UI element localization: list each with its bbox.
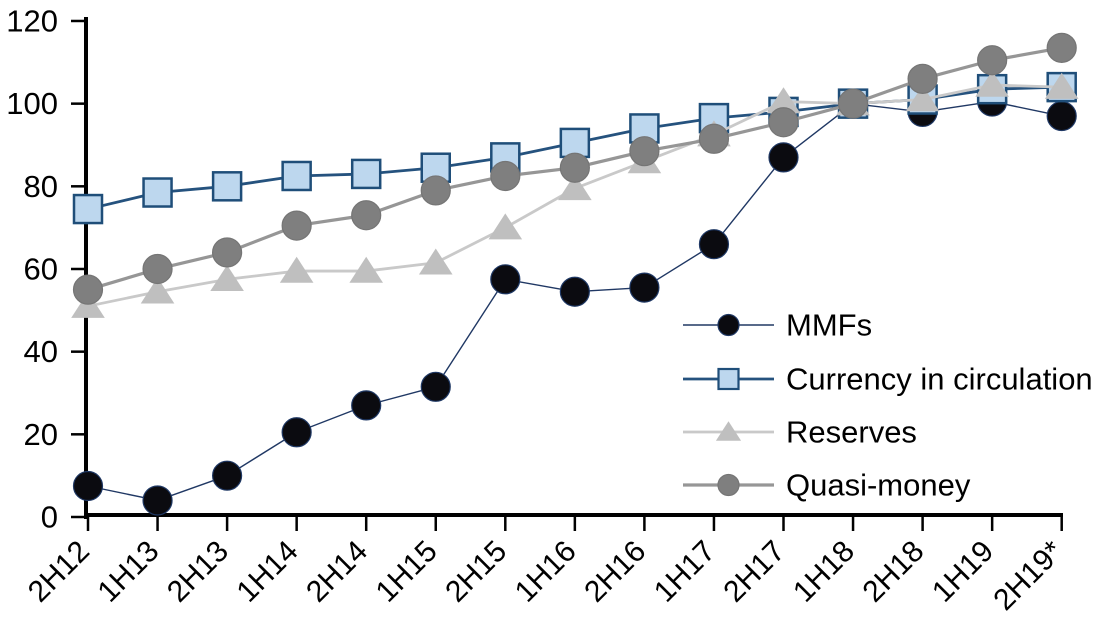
legend-marker-reserves xyxy=(715,421,742,441)
series-marker-mmfs xyxy=(72,470,104,502)
series-marker-reserves xyxy=(488,213,523,240)
series-marker-currency-in-circulation xyxy=(350,158,382,190)
legend-marker-quasi-money xyxy=(717,473,740,497)
legend-label-reserves: Reserves xyxy=(786,415,917,450)
series-marker-reserves xyxy=(140,277,175,304)
series-marker-mmfs xyxy=(698,229,730,260)
y-tick-label: 100 xyxy=(6,86,58,121)
series-marker-reserves xyxy=(71,291,105,318)
y-tick-label: 60 xyxy=(24,251,58,286)
series-marker-currency-in-circulation xyxy=(142,177,173,208)
series-marker-currency-in-circulation xyxy=(211,171,243,202)
series-marker-quasi-money xyxy=(559,152,590,183)
x-tick-label: 1H18 xyxy=(787,535,861,609)
legend-item-quasi-money: Quasi-money xyxy=(683,468,971,503)
x-tick-label: 2H12 xyxy=(22,535,96,609)
x-tick-label: 2H15 xyxy=(439,535,513,609)
series-marker-reserves xyxy=(279,256,314,283)
x-tick-label: 1H16 xyxy=(509,535,583,609)
legend-label-mmfs: MMFs xyxy=(786,308,872,343)
x-tick-label: 2H16 xyxy=(578,535,652,609)
series-marker-currency-in-circulation xyxy=(281,160,312,192)
x-tick-label: 1H19 xyxy=(926,535,1000,609)
series-marker-mmfs xyxy=(142,485,173,516)
series-marker-quasi-money xyxy=(351,200,382,231)
series-marker-quasi-money xyxy=(72,274,104,305)
x-tick-label: 2H14 xyxy=(300,535,374,609)
series-marker-quasi-money xyxy=(698,123,730,154)
series-marker-reserves xyxy=(766,87,801,114)
series-marker-quasi-money xyxy=(490,160,521,192)
legend-label-currency-in-circulation: Currency in circulation xyxy=(786,362,1093,397)
x-tick-label: 2H19* xyxy=(987,534,1070,617)
series-marker-mmfs xyxy=(559,276,590,307)
legend-item-currency-in-circulation: Currency in circulation xyxy=(683,362,1093,397)
x-tick-label: 1H13 xyxy=(91,535,165,609)
series-marker-quasi-money xyxy=(212,237,243,268)
legend-marker-currency-in-circulation xyxy=(717,367,740,391)
x-tick-label: 1H14 xyxy=(231,535,305,609)
y-tick-label: 120 xyxy=(6,3,58,38)
series-marker-quasi-money xyxy=(907,63,938,94)
y-tick-label: 80 xyxy=(24,169,58,204)
series-marker-currency-in-circulation xyxy=(72,193,104,225)
y-tick-label: 40 xyxy=(24,334,58,369)
series-marker-quasi-money xyxy=(629,136,660,167)
series-marker-quasi-money xyxy=(420,175,451,206)
y-tick-label: 20 xyxy=(24,417,58,452)
series-marker-quasi-money xyxy=(837,88,869,119)
series-marker-reserves xyxy=(558,174,592,201)
series-quasi-money xyxy=(72,32,1077,305)
x-tick-label: 1H17 xyxy=(648,535,722,609)
x-axis: 2H121H132H131H142H141H152H151H162H161H17… xyxy=(22,517,1070,617)
series-marker-currency-in-circulation xyxy=(559,127,591,159)
series-marker-mmfs xyxy=(281,417,312,448)
series-marker-reserves xyxy=(975,70,1009,97)
series-marker-reserves xyxy=(418,248,453,275)
x-tick-label: 2H17 xyxy=(717,535,791,609)
y-tick-label: 0 xyxy=(41,500,58,535)
series-marker-mmfs xyxy=(351,390,382,421)
x-tick-label: 2H13 xyxy=(161,535,235,609)
legend-marker-mmfs xyxy=(717,313,740,337)
series-marker-quasi-money xyxy=(977,45,1008,76)
legend-label-quasi-money: Quasi-money xyxy=(786,468,971,503)
series-marker-reserves xyxy=(905,85,940,112)
series-marker-reserves xyxy=(1044,72,1079,99)
series-marker-reserves xyxy=(349,256,383,283)
series-marker-mmfs xyxy=(212,460,243,491)
series-marker-reserves xyxy=(210,265,244,292)
legend-item-reserves: Reserves xyxy=(683,415,917,450)
series-marker-quasi-money xyxy=(142,253,173,285)
series-marker-mmfs xyxy=(420,371,451,402)
x-tick-label: 2H18 xyxy=(857,535,931,609)
legend: MMFs Currency in circulation Reserves Quasi… xyxy=(683,308,1093,503)
series-marker-quasi-money xyxy=(1046,32,1077,63)
series-marker-quasi-money xyxy=(281,210,312,241)
series-marker-mmfs xyxy=(490,264,521,295)
legend-item-mmfs: MMFs xyxy=(683,308,872,343)
series-marker-quasi-money xyxy=(768,107,799,138)
x-tick-label: 1H15 xyxy=(370,535,444,609)
series-marker-mmfs xyxy=(768,142,799,173)
y-axis: 0 20 40 60 80 100 120 xyxy=(6,3,86,535)
series-marker-mmfs xyxy=(629,272,660,303)
series-marker-mmfs xyxy=(1046,100,1077,132)
series-mmfs xyxy=(72,86,1077,516)
